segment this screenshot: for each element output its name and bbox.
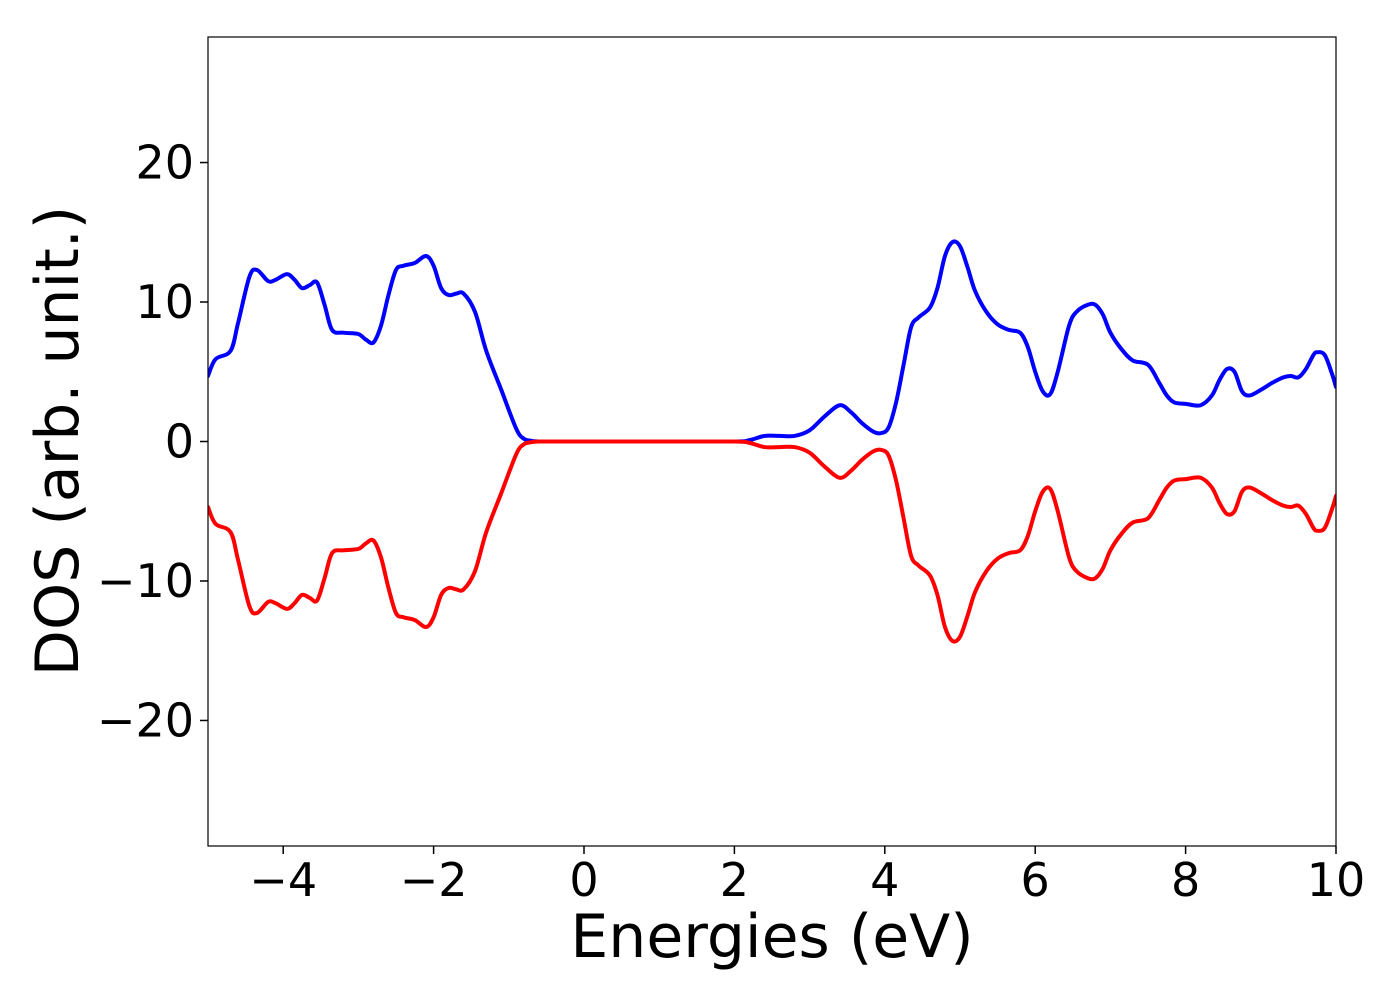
series-layer	[208, 239, 1336, 644]
x-tick-label: 6	[1021, 853, 1050, 907]
x-tick-label: 8	[1171, 853, 1200, 907]
x-tick-label: 0	[569, 853, 598, 907]
y-tick-label: 10	[135, 275, 194, 329]
y-tick-label: −20	[97, 693, 194, 747]
x-axis-label: Energies (eV)	[570, 902, 973, 972]
x-tick-label: −2	[400, 853, 468, 907]
y-tick-label: 0	[165, 415, 194, 469]
y-axis-label: DOS (arb. unit.)	[23, 206, 93, 676]
x-tick-label: −4	[249, 853, 317, 907]
y-tick-label: −10	[97, 554, 194, 608]
series-line-2	[208, 439, 1336, 644]
x-tick-label: 4	[870, 853, 899, 907]
x-tick-label: 10	[1307, 853, 1366, 907]
y-tick-label: 20	[135, 136, 194, 190]
series-line-1	[208, 239, 1336, 444]
x-tick-label: 2	[720, 853, 749, 907]
